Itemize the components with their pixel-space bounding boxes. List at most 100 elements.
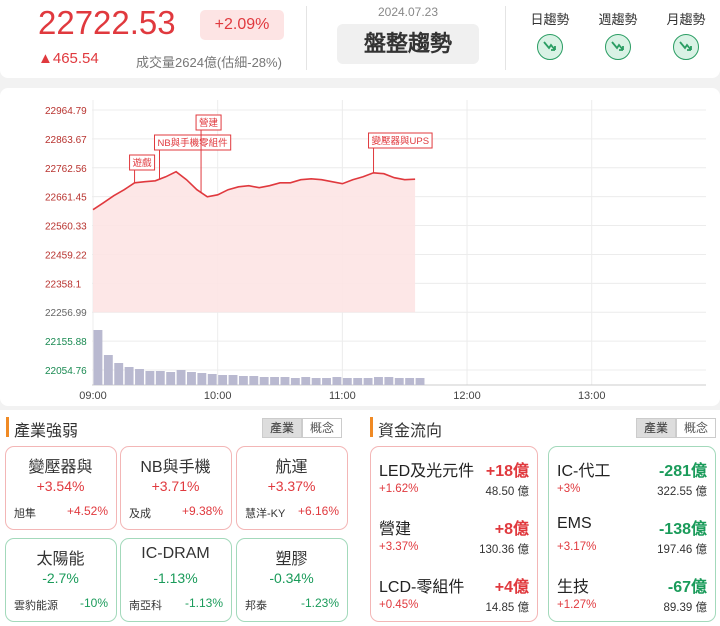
industry-change: -1.13% bbox=[153, 570, 198, 586]
fund-name[interactable]: 營建 bbox=[379, 521, 412, 538]
industry-name: 航運 bbox=[275, 459, 308, 476]
industry-card[interactable]: 太陽能 -2.7% 雲豹能源 -10% bbox=[5, 538, 117, 622]
y-tick-label: 22762.56 bbox=[45, 164, 87, 175]
industry-name: 變壓器與 bbox=[28, 459, 93, 476]
fund-amount: +8億 bbox=[494, 521, 529, 538]
fund-card: LED及光元件 +18億 +1.62% 48.50 億營建 +8億 +3.37% 130.3… bbox=[370, 446, 538, 622]
annotation-box bbox=[129, 154, 156, 171]
industry-name: NB與手機 bbox=[140, 459, 211, 476]
volume: 成交量2624億(估細-28%) bbox=[136, 55, 282, 70]
stock-change: -1.13% bbox=[184, 596, 223, 610]
trend-label[interactable]: 週趨勢 bbox=[598, 12, 638, 27]
industry-name: 塑膠 bbox=[275, 551, 308, 568]
volume-bar bbox=[394, 378, 404, 385]
date: 2024.07.23 bbox=[377, 5, 439, 19]
fund-amount: +18億 bbox=[485, 463, 529, 480]
industry-card[interactable]: NB與手機 +3.71% 及成 +9.38% bbox=[120, 446, 232, 530]
y-tick-label: 22661.45 bbox=[45, 193, 87, 204]
x-tick-label: 10:00 bbox=[204, 390, 232, 402]
industry-card[interactable]: 航運 +3.37% 慧洋-KY +6.16% bbox=[236, 446, 348, 530]
tab[interactable]: 產業 bbox=[636, 418, 676, 438]
volume-bar bbox=[93, 330, 103, 385]
volume-bar bbox=[145, 371, 155, 385]
stock-change: -1.23% bbox=[300, 596, 339, 610]
chart-card: 22964.79 22863.67 22762.56 22661.45 22560.33… bbox=[0, 88, 720, 406]
volume-bar bbox=[363, 378, 373, 385]
fund-change: +3% bbox=[557, 483, 581, 495]
annotation-box bbox=[153, 134, 232, 151]
tab[interactable]: 產業 bbox=[262, 418, 302, 438]
change-pct: +2.09% bbox=[200, 10, 284, 40]
fund-change: +0.45% bbox=[379, 599, 419, 611]
y-tick-label: 22863.67 bbox=[45, 135, 87, 146]
trend-label[interactable]: 月趨勢 bbox=[666, 12, 706, 27]
volume-bar bbox=[353, 378, 363, 385]
volume-bar bbox=[135, 369, 144, 385]
fund-name[interactable]: LCD-零組件 bbox=[379, 579, 465, 596]
volume-bar bbox=[280, 377, 290, 385]
stock-change: -10% bbox=[79, 596, 108, 610]
industry-card[interactable]: 塑膠 -0.34% 邦泰 -1.23% bbox=[236, 538, 348, 622]
volume-bar bbox=[374, 377, 383, 385]
annotation-box bbox=[368, 132, 433, 149]
x-tick-label: 13:00 bbox=[578, 390, 606, 402]
fund-change: +3.37% bbox=[379, 541, 419, 553]
trend-icon[interactable] bbox=[673, 34, 699, 60]
fund-card: IC-代工 -281億 +3% 322.55 億 EMS -138億 +3.17% 197.4… bbox=[548, 446, 716, 622]
volume-bar bbox=[415, 378, 425, 385]
volume-bar bbox=[218, 375, 228, 385]
stock-change: +6.16% bbox=[297, 504, 339, 518]
industry-change: -0.34% bbox=[269, 570, 314, 586]
section-title: 產業強弱 bbox=[14, 423, 79, 440]
trend-icon[interactable] bbox=[537, 34, 563, 60]
volume-bar bbox=[155, 371, 165, 385]
fund-turnover: 89.39 億 bbox=[663, 602, 707, 614]
fund-name[interactable]: 生技 bbox=[557, 579, 590, 596]
annotation: 變壓器與UPS bbox=[372, 135, 430, 147]
arrow bbox=[543, 41, 556, 51]
header-card: 22722.53 +2.09% ▲465.54 成交量2624億(估細-28%)… bbox=[0, 0, 720, 78]
industry-card[interactable]: IC-DRAM -1.13% 南亞科 -1.13% bbox=[120, 538, 232, 622]
industry-change: +3.54% bbox=[36, 478, 85, 494]
fund-amount: +4億 bbox=[494, 579, 529, 596]
fund-name[interactable]: LED及光元件 bbox=[379, 463, 475, 480]
fund-turnover: 48.50 億 bbox=[485, 486, 529, 498]
x-tick-label: 11:00 bbox=[329, 390, 356, 402]
volume-bar bbox=[405, 378, 415, 385]
volume-bar bbox=[238, 376, 248, 385]
stock-change: +9.38% bbox=[181, 504, 223, 518]
stock-name: 雲豹能源 bbox=[14, 600, 58, 612]
stock-name: 及成 bbox=[129, 508, 151, 520]
industry-name: 太陽能 bbox=[36, 551, 85, 568]
fund-amount: -67億 bbox=[667, 579, 707, 596]
annotation: 營建 bbox=[199, 117, 219, 129]
volume-bar bbox=[301, 377, 311, 385]
fund-name[interactable]: EMS bbox=[557, 515, 592, 532]
volume-bar bbox=[384, 377, 394, 385]
stock-name: 旭隼 bbox=[14, 508, 36, 520]
tab[interactable]: 概念 bbox=[302, 418, 342, 438]
section-bar bbox=[370, 417, 373, 437]
annotation-box bbox=[195, 114, 222, 131]
industry-card[interactable]: 變壓器與 +3.54% 旭隼 +4.52% bbox=[5, 446, 117, 530]
industry-change: -2.7% bbox=[42, 570, 79, 586]
industry-change: +3.37% bbox=[267, 478, 316, 494]
price-line bbox=[92, 170, 416, 211]
fund-amount: -281億 bbox=[658, 463, 707, 480]
volume-bar bbox=[270, 377, 280, 385]
stock-name: 邦泰 bbox=[245, 600, 267, 612]
trend-icon[interactable] bbox=[605, 34, 631, 60]
volume-bar bbox=[311, 378, 321, 385]
volume-bar bbox=[228, 375, 238, 385]
divider bbox=[306, 6, 307, 70]
tab[interactable]: 概念 bbox=[676, 418, 716, 438]
trend-label[interactable]: 日趨勢 bbox=[530, 12, 570, 27]
fund-change: +3.17% bbox=[557, 541, 597, 553]
volume-bar bbox=[290, 378, 300, 385]
y-tick-label: 22358.1 bbox=[45, 279, 82, 290]
volume-bar bbox=[342, 378, 352, 385]
y-tick-label: 22155.88 bbox=[45, 337, 87, 348]
stock-name: 慧洋-KY bbox=[245, 508, 286, 520]
fund-name[interactable]: IC-代工 bbox=[557, 463, 611, 480]
